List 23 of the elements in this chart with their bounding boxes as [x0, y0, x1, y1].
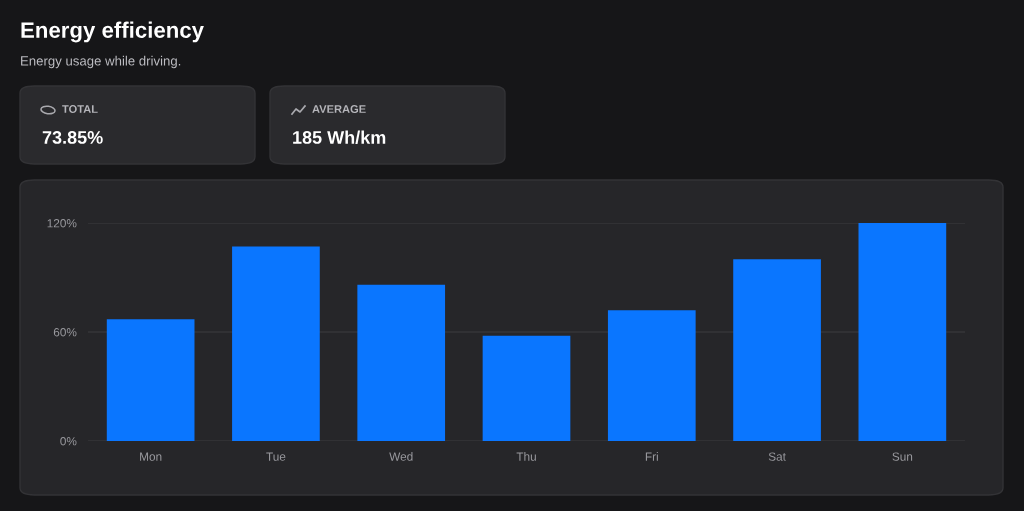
x-tick-label: Wed	[389, 452, 413, 461]
y-tick-label: 0%	[60, 437, 77, 446]
text: Energy usage while driving.	[21, 55, 181, 69]
x-tick-label: Fri	[645, 452, 658, 461]
bar	[106, 319, 195, 441]
bar	[607, 310, 696, 441]
bar	[357, 284, 446, 441]
y-tick-label: 60%	[53, 328, 77, 337]
text: AVERAGE	[312, 105, 366, 113]
x-tick-label: Thu	[516, 452, 536, 461]
x-tick-label: Sat	[768, 452, 786, 461]
text: TOTAL	[62, 105, 98, 113]
x-tick-label: Mon	[140, 452, 162, 461]
text: Energy efficiency	[21, 21, 204, 43]
bar	[232, 246, 320, 441]
bar	[858, 223, 947, 441]
y-tick-label: 120%	[47, 219, 77, 228]
x-tick-label: Tue	[266, 452, 286, 461]
text: 185 Wh/km	[293, 130, 386, 145]
x-tick-label: Sun	[892, 452, 913, 461]
bar	[733, 259, 821, 441]
bar	[482, 335, 571, 441]
text: 73.85%	[42, 131, 103, 144]
